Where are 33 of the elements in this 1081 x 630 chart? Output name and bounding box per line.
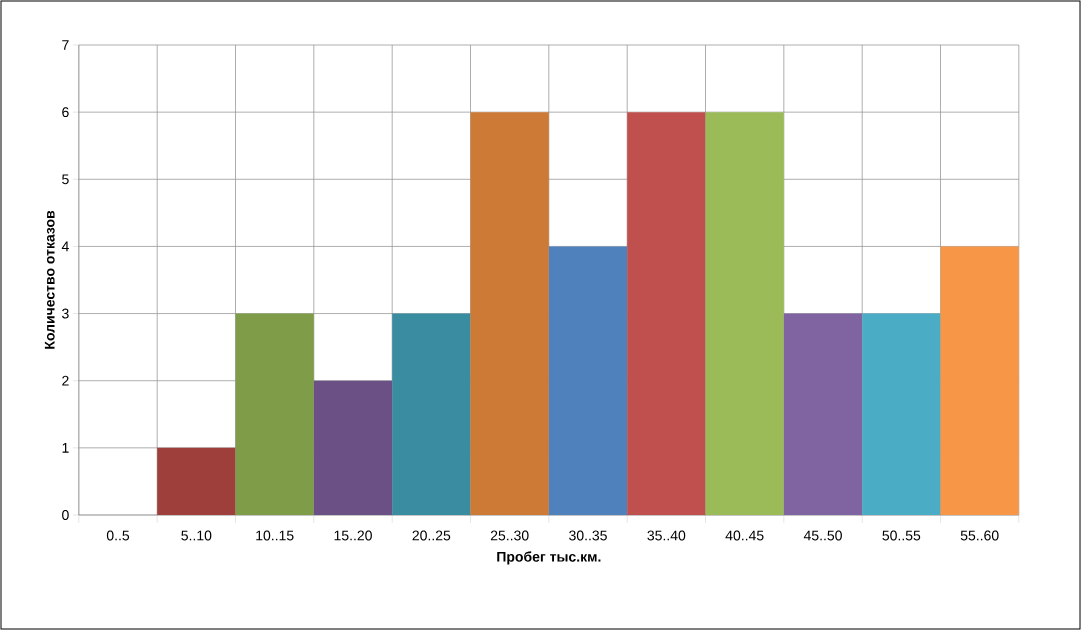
bar [235, 313, 314, 515]
x-tick-label: 35..40 [647, 530, 686, 541]
x-tick-label: 25..30 [490, 530, 529, 541]
x-tick-label: 30..35 [569, 530, 607, 541]
x-tick-label: 45..50 [803, 530, 842, 541]
y-tick-label: 3 [62, 308, 69, 319]
x-tick-label: 40..45 [725, 530, 764, 541]
y-tick-label: 4 [61, 241, 69, 252]
y-axis-title: Количество отказов [44, 210, 55, 349]
x-tick-label: 15..20 [334, 530, 372, 541]
x-tick-label: 55..60 [960, 530, 999, 541]
y-tick-label: 5 [62, 174, 69, 185]
bar [470, 112, 549, 515]
bar [157, 447, 236, 515]
x-tick-label: 50..55 [882, 530, 921, 541]
y-tick-label: 7 [62, 40, 69, 50]
bar [392, 313, 471, 515]
x-tick-label: 5..10 [181, 530, 212, 541]
x-axis-title: Пробег тыс.км. [497, 551, 601, 565]
bar [940, 246, 1019, 515]
y-tick-label: 1 [62, 443, 69, 453]
y-tick-label: 6 [62, 107, 69, 118]
bar [313, 380, 393, 515]
x-tick-label: 20..25 [412, 530, 451, 541]
bar [627, 112, 706, 515]
bar [705, 112, 784, 515]
bar [548, 246, 628, 515]
y-tick-label: 0 [62, 510, 69, 520]
x-tick-label: 0..5 [106, 530, 130, 541]
bar [862, 313, 941, 515]
x-tick-label: 10..15 [256, 530, 294, 541]
y-tick-label: 2 [62, 375, 69, 386]
bar [783, 313, 863, 515]
